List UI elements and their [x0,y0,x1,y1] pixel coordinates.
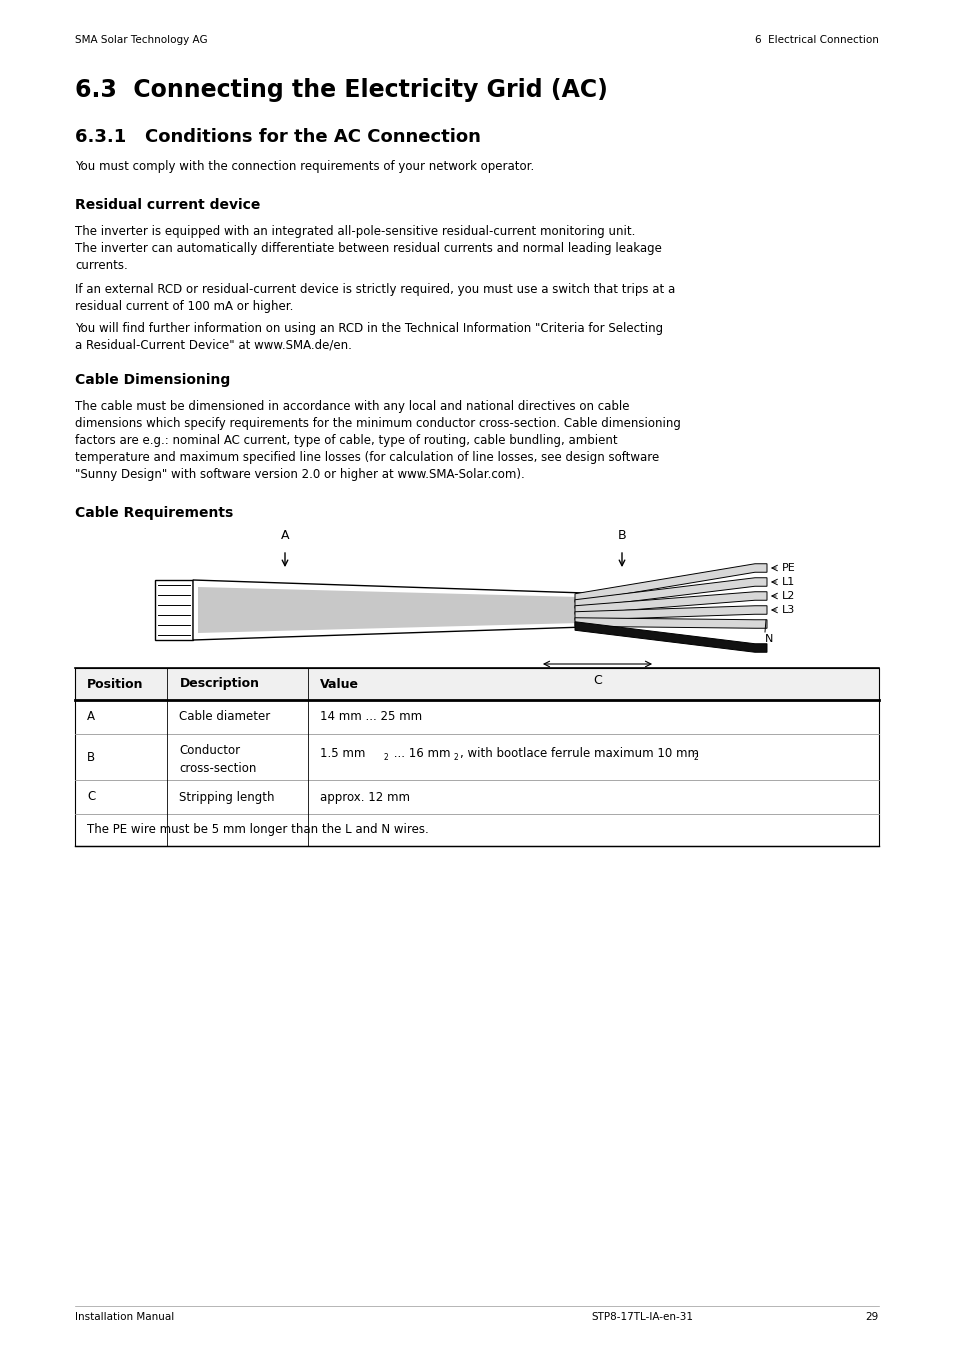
Text: 29: 29 [864,1311,878,1322]
Text: 14 mm ... 25 mm: 14 mm ... 25 mm [320,711,422,723]
Polygon shape [198,587,579,633]
Text: PE: PE [781,562,795,573]
Text: L3: L3 [781,604,795,615]
Text: C: C [593,675,601,687]
Text: Description: Description [179,677,259,691]
Text: C: C [87,791,95,803]
Text: L2: L2 [781,591,795,602]
Polygon shape [193,580,584,639]
Bar [75,814,878,846]
Text: approx. 12 mm: approx. 12 mm [320,791,410,803]
Bar [154,580,193,639]
Text: Residual current device: Residual current device [75,197,260,212]
Text: The inverter is equipped with an integrated all-pole-sensitive residual-current : The inverter is equipped with an integra… [75,224,661,272]
Text: Cable Dimensioning: Cable Dimensioning [75,373,230,387]
Text: Conductor
cross-section: Conductor cross-section [179,744,256,775]
Polygon shape [575,577,766,608]
Text: You will find further information on using an RCD in the Technical Information ": You will find further information on usi… [75,322,662,352]
Text: Stripping length: Stripping length [179,791,274,803]
Bar [75,734,878,780]
Text: 1.5 mm: 1.5 mm [320,748,365,760]
Text: SMA Solar Technology AG: SMA Solar Technology AG [75,35,208,45]
Bar [75,668,878,846]
Text: B: B [617,529,626,542]
Text: ... 16 mm: ... 16 mm [390,748,450,760]
Text: L1: L1 [781,577,795,587]
Text: Cable Requirements: Cable Requirements [75,506,233,521]
Polygon shape [575,592,766,614]
Text: If an external RCD or residual-current device is strictly required, you must use: If an external RCD or residual-current d… [75,283,675,314]
Polygon shape [575,622,766,652]
Text: 2: 2 [383,753,388,763]
Text: The cable must be dimensioned in accordance with any local and national directiv: The cable must be dimensioned in accorda… [75,400,680,481]
Text: STP8-17TL-IA-en-31: STP8-17TL-IA-en-31 [591,1311,693,1322]
Polygon shape [575,606,766,621]
Text: B: B [87,750,95,764]
Text: The PE wire must be 5 mm longer than the L and N wires.: The PE wire must be 5 mm longer than the… [87,823,428,837]
Text: Installation Manual: Installation Manual [75,1311,174,1322]
Text: , with bootlace ferrule maximum 10 mm: , with bootlace ferrule maximum 10 mm [459,748,699,760]
Text: You must comply with the connection requirements of your network operator.: You must comply with the connection requ… [75,160,534,173]
Text: Cable diameter: Cable diameter [179,711,271,723]
Text: 2: 2 [453,753,457,763]
Text: A: A [280,529,289,542]
Text: 6.3  Connecting the Electricity Grid (AC): 6.3 Connecting the Electricity Grid (AC) [75,78,607,101]
Text: 2: 2 [693,753,698,763]
Text: Position: Position [87,677,143,691]
Text: Value: Value [320,677,358,691]
Text: A: A [87,711,95,723]
Polygon shape [575,564,766,602]
Bar [75,668,878,700]
Polygon shape [575,618,766,629]
Text: 6.3.1   Conditions for the AC Connection: 6.3.1 Conditions for the AC Connection [75,128,480,146]
Text: N: N [764,634,773,644]
Text: 6  Electrical Connection: 6 Electrical Connection [755,35,878,45]
Bar [75,700,878,734]
Bar [75,780,878,814]
